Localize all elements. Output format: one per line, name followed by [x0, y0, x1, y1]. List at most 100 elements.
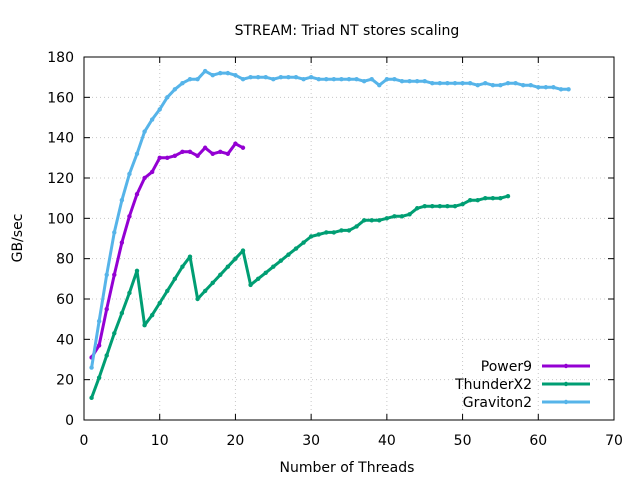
data-point-graviton2: [392, 76, 397, 82]
y-tick-label: 60: [56, 292, 74, 308]
data-point-graviton2: [316, 76, 321, 82]
data-point-graviton2: [437, 81, 443, 86]
data-point-graviton2: [483, 81, 488, 86]
data-point-thunderx2: [339, 228, 344, 233]
y-tick-label: 120: [47, 171, 74, 187]
legend-marker-graviton2: [563, 399, 569, 405]
y-axis-label: GB/sec: [10, 214, 26, 263]
data-point-graviton2: [112, 230, 117, 235]
data-point-graviton2: [460, 81, 465, 86]
data-point-power9: [112, 272, 117, 277]
data-point-thunderx2: [202, 288, 208, 294]
data-point-graviton2: [218, 70, 223, 76]
data-point-power9: [134, 191, 140, 197]
data-point-power9: [127, 214, 132, 219]
data-point-power9: [240, 145, 246, 150]
data-point-thunderx2: [498, 195, 503, 201]
data-point-graviton2: [89, 365, 94, 370]
data-point-graviton2: [490, 83, 496, 88]
data-point-graviton2: [498, 83, 503, 88]
data-point-graviton2: [475, 83, 480, 88]
y-tick-label: 160: [47, 90, 74, 106]
data-point-graviton2: [513, 81, 518, 86]
series-graviton2: [89, 68, 571, 370]
data-point-thunderx2: [195, 296, 200, 302]
data-point-power9: [233, 141, 238, 146]
data-point-graviton2: [149, 117, 155, 122]
data-point-graviton2: [551, 85, 556, 90]
data-point-thunderx2: [119, 310, 125, 316]
series-line-power9: [90, 142, 244, 359]
data-point-graviton2: [536, 85, 541, 90]
data-point-graviton2: [157, 107, 162, 112]
data-point-thunderx2: [308, 234, 314, 239]
legend-label-thunderx2: ThunderX2: [454, 377, 532, 393]
data-point-graviton2: [271, 76, 276, 82]
data-point-power9: [119, 240, 125, 245]
data-point-thunderx2: [225, 264, 231, 269]
series-layer: [89, 68, 571, 401]
data-point-power9: [225, 151, 231, 156]
data-point-thunderx2: [301, 240, 306, 245]
data-point-graviton2: [520, 83, 526, 88]
data-point-power9: [202, 145, 208, 150]
data-point-thunderx2: [452, 204, 458, 209]
y-tick-label: 20: [56, 373, 74, 389]
data-point-thunderx2: [369, 218, 374, 223]
x-tick-label: 50: [454, 433, 472, 449]
series-thunderx2: [89, 193, 511, 401]
data-point-thunderx2: [414, 206, 420, 211]
data-point-graviton2: [104, 272, 109, 277]
data-point-graviton2: [248, 74, 253, 80]
data-point-graviton2: [180, 81, 185, 86]
data-point-thunderx2: [112, 331, 117, 336]
data-point-graviton2: [202, 68, 208, 74]
series-line-graviton2: [90, 69, 569, 368]
data-point-graviton2: [361, 79, 367, 84]
y-tick-label: 40: [56, 332, 74, 348]
data-point-graviton2: [96, 318, 102, 324]
data-point-power9: [165, 155, 170, 161]
data-point-graviton2: [240, 76, 246, 82]
x-tick-label: 60: [529, 433, 547, 449]
data-point-thunderx2: [180, 264, 185, 269]
data-point-graviton2: [210, 72, 215, 78]
series-line-thunderx2: [90, 194, 509, 399]
data-point-thunderx2: [278, 258, 284, 263]
x-axis: 0 10 20 30 40 50 60 70: [80, 57, 623, 449]
data-point-thunderx2: [475, 197, 480, 203]
data-point-power9: [218, 149, 223, 154]
data-point-thunderx2: [437, 204, 443, 209]
data-point-graviton2: [558, 87, 564, 92]
data-point-thunderx2: [505, 193, 511, 199]
data-point-graviton2: [384, 76, 390, 82]
data-point-thunderx2: [422, 204, 427, 209]
data-point-thunderx2: [218, 272, 223, 277]
data-point-thunderx2: [392, 214, 397, 219]
data-point-thunderx2: [240, 248, 246, 253]
data-point-graviton2: [430, 81, 435, 86]
data-point-power9: [157, 155, 162, 161]
data-point-thunderx2: [377, 218, 382, 223]
data-point-thunderx2: [255, 276, 261, 282]
data-point-graviton2: [225, 70, 231, 76]
y-tick-label: 140: [47, 131, 74, 147]
data-point-graviton2: [422, 79, 427, 84]
data-point-graviton2: [505, 81, 511, 86]
data-point-thunderx2: [134, 268, 140, 273]
data-point-graviton2: [354, 76, 359, 82]
data-point-power9: [210, 151, 215, 156]
data-point-graviton2: [346, 76, 352, 82]
data-point-graviton2: [331, 76, 337, 82]
data-point-thunderx2: [271, 264, 276, 269]
data-point-thunderx2: [165, 288, 170, 294]
data-point-thunderx2: [490, 195, 496, 201]
data-point-power9: [187, 149, 193, 154]
data-point-thunderx2: [467, 197, 473, 203]
data-point-graviton2: [119, 197, 125, 203]
legend-marker-power9: [563, 363, 569, 369]
data-point-thunderx2: [157, 300, 162, 306]
data-point-power9: [195, 153, 200, 159]
legend-marker-thunderx2: [563, 381, 569, 387]
